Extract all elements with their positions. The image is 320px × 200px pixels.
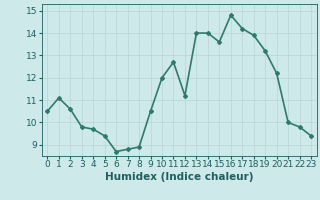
X-axis label: Humidex (Indice chaleur): Humidex (Indice chaleur) [105,172,253,182]
